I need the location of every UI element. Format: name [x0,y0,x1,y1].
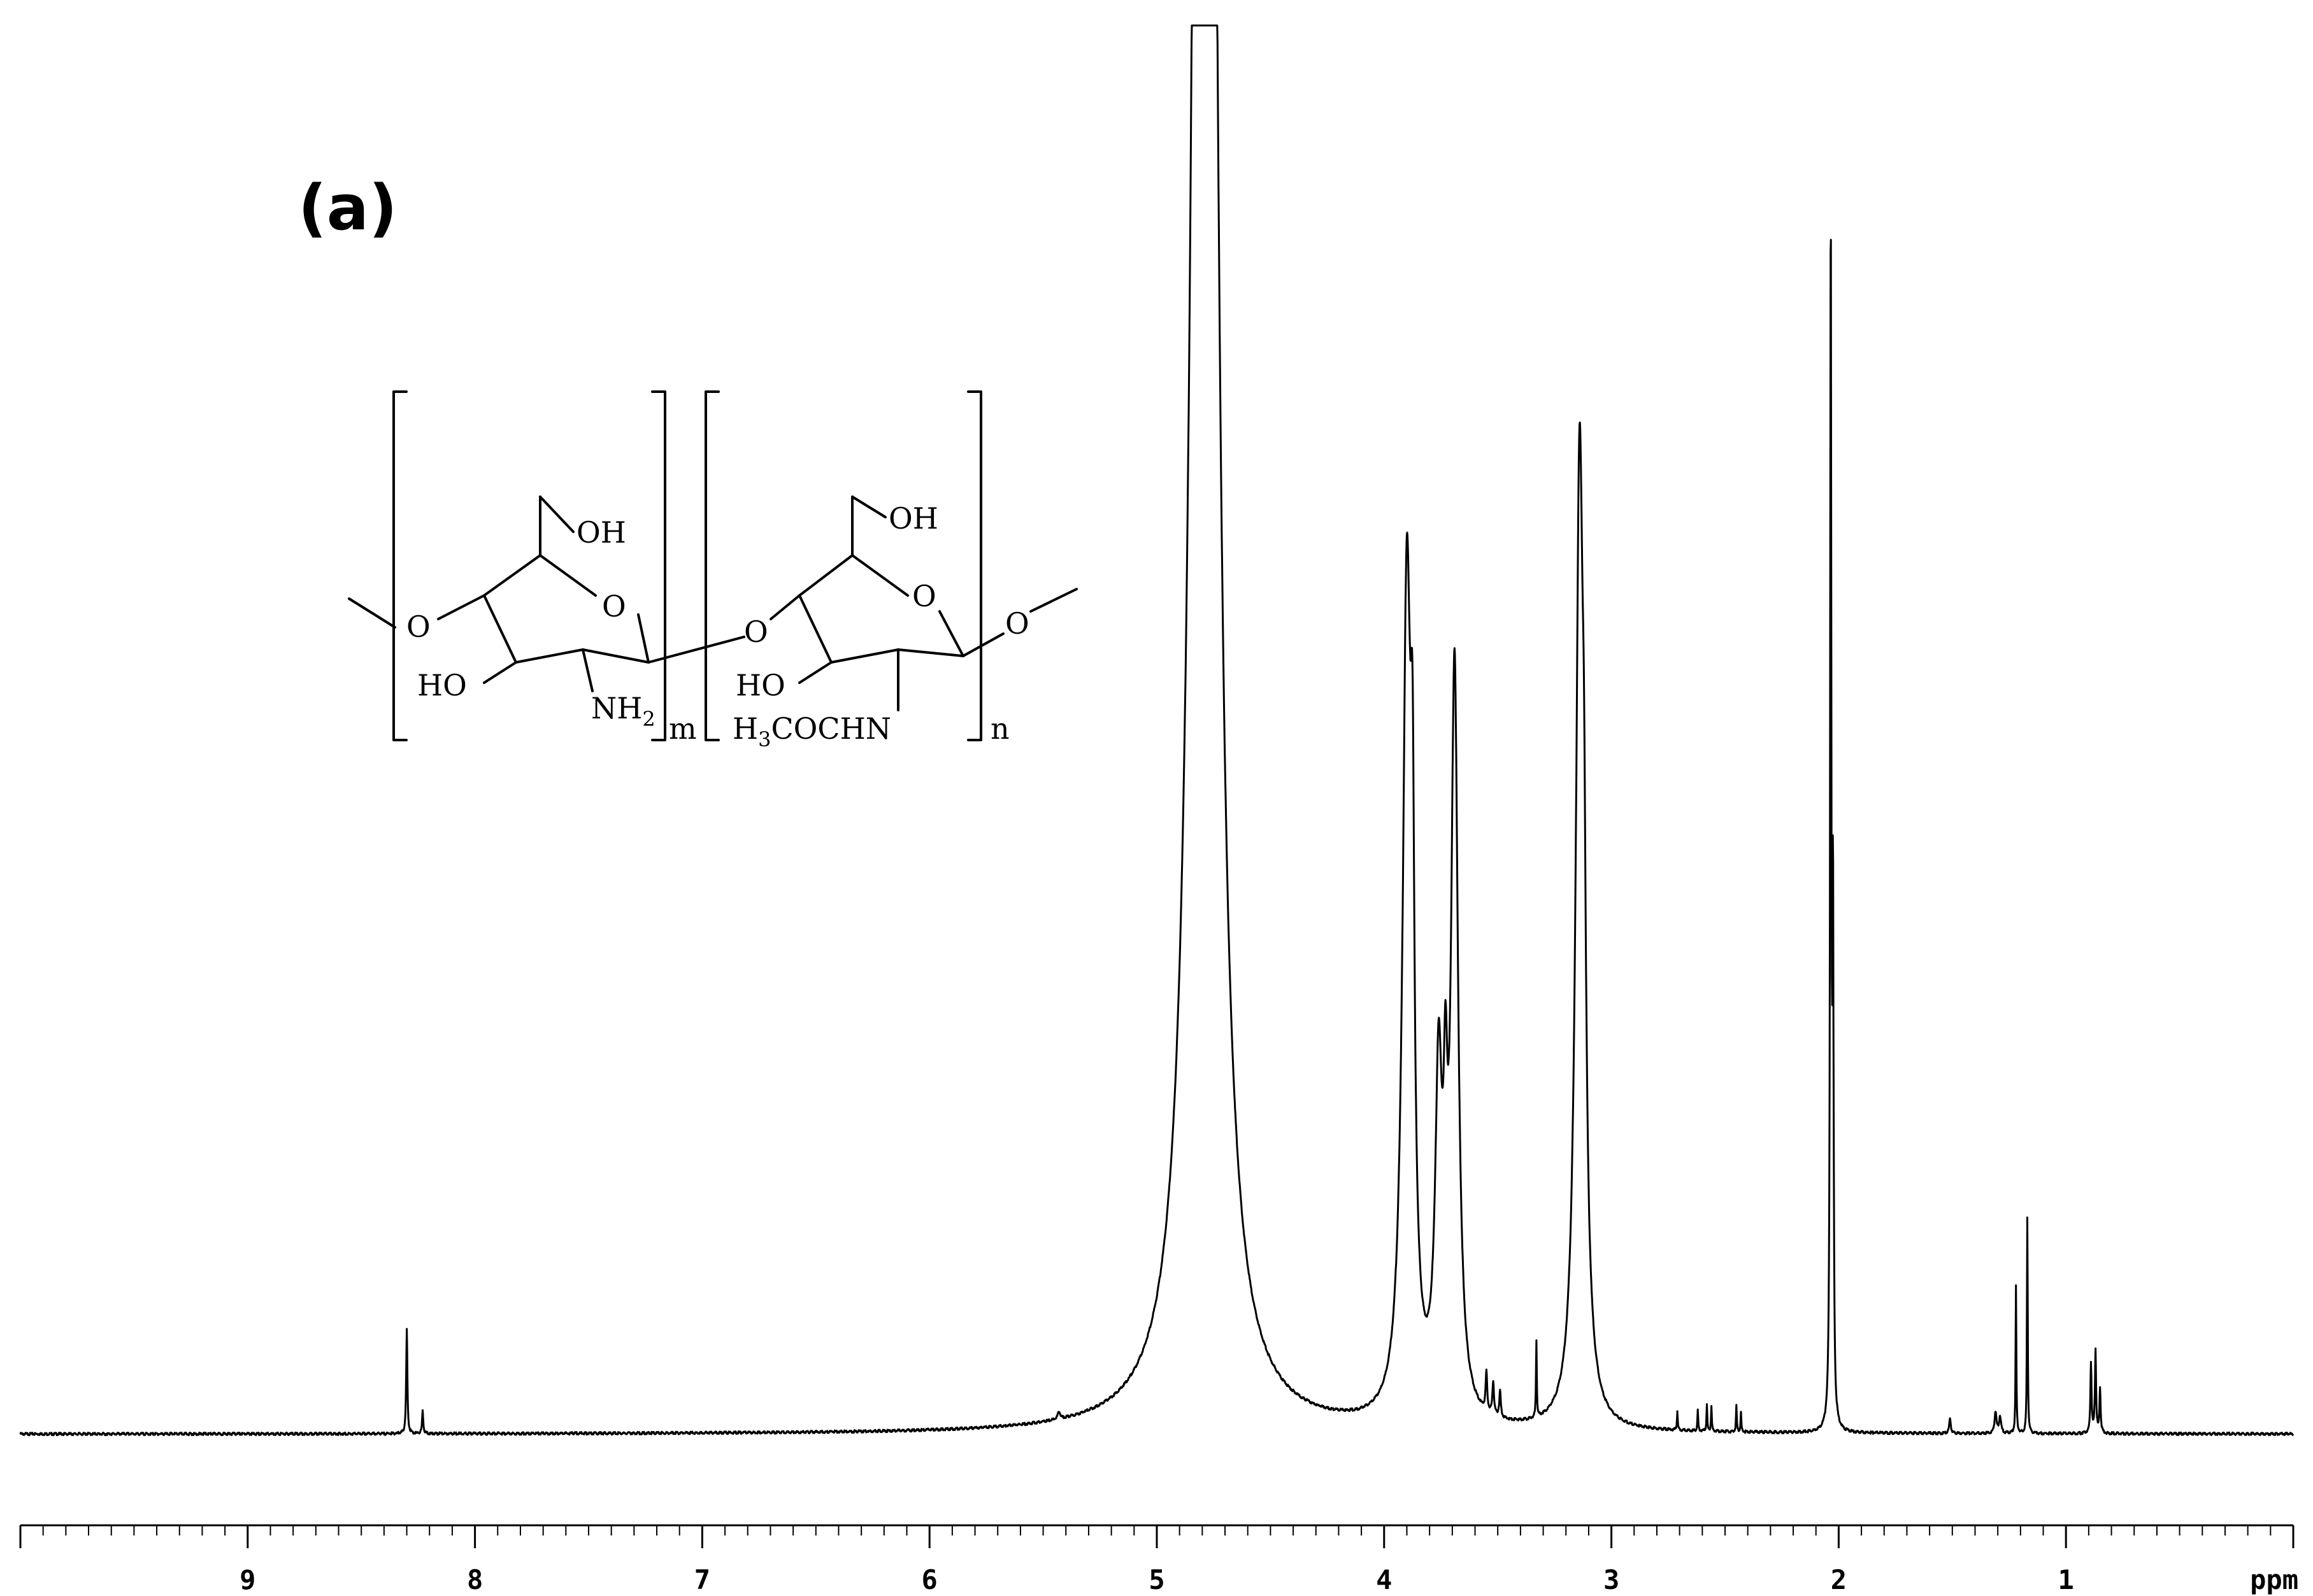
label-acetamido: H3COCHN [733,711,891,752]
x-axis: 9 8 7 6 5 4 3 2 1 ppm [19,1524,2298,1595]
label-m: m [669,711,697,746]
bond-c4-c3-left [483,594,517,664]
bond-o-c4-left [437,594,485,620]
bracket-left-open [392,390,408,741]
label-n: n [991,711,1010,746]
x-tick-label: 6 [922,1564,938,1595]
x-tick-label: 1 [2058,1564,2074,1595]
bracket-right-open [705,390,720,741]
plot-area [19,24,2295,1437]
bond-methyl-left [348,597,396,629]
bond-c5-oring-left [539,554,597,597]
bond-c1-olink [647,636,745,664]
bond-c4-c5-left [483,554,541,597]
bond-olink-c4-right [770,594,801,620]
x-tick-labels: 9 8 7 6 5 4 3 2 1 [240,1564,2074,1595]
x-tick-label: 4 [1376,1564,1392,1595]
label-nh2: NH2 [591,691,655,731]
label-o-link-mid: O [744,615,768,649]
label-oh-left: OH [576,515,626,550]
x-tick-label: 5 [1149,1564,1164,1595]
x-tick-label: 7 [694,1564,710,1595]
x-tick-label: 3 [1603,1564,1619,1595]
x-ticks [19,1525,2295,1548]
label-ho-right: HO [736,668,785,702]
bond-c4-c5-right [798,554,854,597]
label-o-link-right: O [1005,606,1029,641]
bond-c1-oright [962,632,1005,657]
x-tick-label: 9 [240,1564,255,1595]
bracket-right-close [967,390,982,741]
bond-c3-c2-right [830,648,899,664]
bond-c6-oh-right [851,495,887,518]
x-unit-label: ppm [2250,1564,2298,1595]
label-ho-left: HO [417,668,467,702]
label-o-ring-right: O [912,579,936,613]
panel-label: (a) [298,172,397,245]
x-tick-label: 2 [1831,1564,1847,1595]
structure-bonds [348,390,1078,741]
label-o-ring-left: O [602,589,626,623]
label-o-link-left: O [406,609,431,644]
bond-c3-ho-right [798,661,833,684]
bracket-left-close [651,390,666,741]
bond-c2-c1-right [897,648,964,657]
structure-labels: OH O O HO NH2 m OH O O O HO H3COCHN n [406,501,1029,752]
bond-oring-c1-left [637,613,650,664]
spectrum-line [19,24,2295,1437]
bond-c2-nh2 [582,648,594,692]
bond-c3-ho-left [483,661,517,684]
bond-methyl-right [1029,588,1078,613]
bond-c4-c3-right [798,594,833,664]
label-oh-right: OH [889,501,938,536]
x-tick-label: 8 [467,1564,483,1595]
bond-c3-c2-left [515,648,584,664]
bond-oring-c1-right [938,610,964,657]
bond-c2-c1-left [582,648,650,664]
bond-c6-oh-left [539,495,575,533]
bond-c5-oring-right [851,554,909,597]
